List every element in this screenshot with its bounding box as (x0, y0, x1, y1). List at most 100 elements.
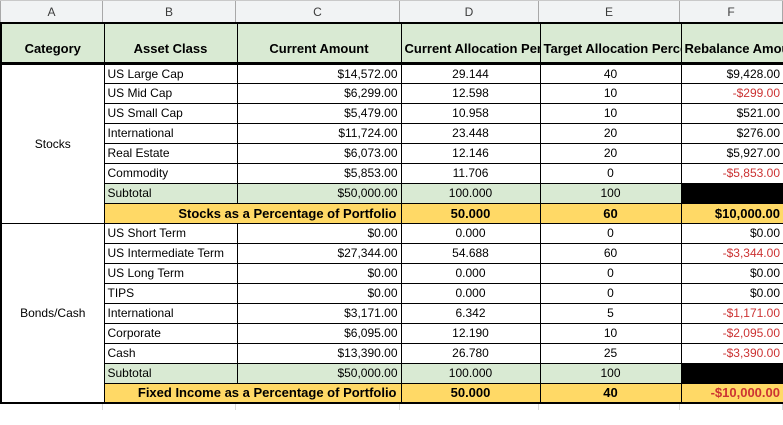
stocks-summary-row: Stocks as a Percentage of Portfolio 50.0… (1, 202, 783, 224)
target-allocation-cell[interactable]: 5 (539, 302, 682, 324)
current-allocation-cell[interactable]: 12.146 (400, 142, 541, 164)
asset-class-cell[interactable]: Cash (103, 342, 238, 364)
current-allocation-cell[interactable]: 0.000 (400, 282, 541, 304)
column-header-f[interactable]: F (680, 1, 783, 22)
column-header-d[interactable]: D (400, 1, 539, 22)
asset-class-cell[interactable]: US Large Cap (103, 62, 238, 84)
category-cell-stocks[interactable]: Stocks (0, 62, 105, 224)
target-allocation-cell[interactable]: 0 (539, 282, 682, 304)
current-amount-cell[interactable]: $0.00 (236, 282, 402, 304)
category-cell-bonds-cash[interactable]: Bonds/Cash (0, 222, 105, 404)
current-allocation-cell[interactable]: 0.000 (400, 222, 541, 244)
summary-current-allocation-cell[interactable]: 50.000 (400, 382, 541, 404)
table-row: Cash $13,390.00 26.780 25 -$3,390.00 (1, 342, 783, 364)
target-allocation-cell[interactable]: 60 (539, 242, 682, 264)
asset-class-cell[interactable]: International (103, 122, 238, 144)
target-allocation-cell[interactable]: 10 (539, 322, 682, 344)
summary-target-allocation-cell[interactable]: 40 (539, 382, 682, 404)
current-amount-cell[interactable]: $0.00 (236, 222, 402, 244)
blacked-out-cell[interactable] (680, 362, 783, 384)
asset-class-cell[interactable]: US Small Cap (103, 102, 238, 124)
current-amount-cell[interactable]: $3,171.00 (236, 302, 402, 324)
subtotal-target-allocation-cell[interactable]: 100 (539, 182, 682, 204)
current-allocation-cell[interactable]: 29.144 (400, 62, 541, 84)
column-header-e[interactable]: E (539, 1, 680, 22)
current-amount-cell[interactable]: $13,390.00 (236, 342, 402, 364)
rebalance-amount-cell[interactable]: $0.00 (680, 282, 783, 304)
current-allocation-cell[interactable]: 12.190 (400, 322, 541, 344)
subtotal-current-allocation-cell[interactable]: 100.000 (400, 362, 541, 384)
header-category[interactable]: Category (0, 22, 105, 65)
column-header-b[interactable]: B (103, 1, 236, 22)
subtotal-current-allocation-cell[interactable]: 100.000 (400, 182, 541, 204)
target-allocation-cell[interactable]: 10 (539, 102, 682, 124)
rebalance-amount-cell[interactable]: -$2,095.00 (680, 322, 783, 344)
current-amount-cell[interactable]: $5,479.00 (236, 102, 402, 124)
asset-class-cell[interactable]: US Mid Cap (103, 82, 238, 104)
subtotal-amount-cell[interactable]: $50,000.00 (236, 362, 402, 384)
fixed-income-percentage-label[interactable]: Fixed Income as a Percentage of Portfoli… (103, 382, 402, 404)
summary-rebalance-cell[interactable]: $10,000.00 (680, 202, 783, 224)
asset-class-cell[interactable]: Corporate (103, 322, 238, 344)
header-current-amount[interactable]: Current Amount (236, 22, 402, 65)
current-amount-cell[interactable]: $11,724.00 (236, 122, 402, 144)
target-allocation-cell[interactable]: 20 (539, 122, 682, 144)
asset-class-cell[interactable]: US Intermediate Term (103, 242, 238, 264)
subtotal-label-cell[interactable]: Subtotal (103, 362, 238, 384)
rebalance-amount-cell[interactable]: $521.00 (680, 102, 783, 124)
current-amount-cell[interactable]: $14,572.00 (236, 62, 402, 84)
rebalance-amount-cell[interactable]: $5,927.00 (680, 142, 783, 164)
stocks-percentage-label[interactable]: Stocks as a Percentage of Portfolio (103, 202, 402, 224)
target-allocation-cell[interactable]: 40 (539, 62, 682, 84)
subtotal-label-cell[interactable]: Subtotal (103, 182, 238, 204)
target-allocation-cell[interactable]: 10 (539, 82, 682, 104)
rebalance-amount-cell[interactable]: -$3,344.00 (680, 242, 783, 264)
current-allocation-cell[interactable]: 0.000 (400, 262, 541, 284)
summary-rebalance-cell[interactable]: -$10,000.00 (680, 382, 783, 404)
current-allocation-cell[interactable]: 11.706 (400, 162, 541, 184)
rebalance-amount-cell[interactable]: -$5,853.00 (680, 162, 783, 184)
column-header-a[interactable]: A (0, 1, 103, 22)
current-allocation-cell[interactable]: 12.598 (400, 82, 541, 104)
rebalance-amount-cell[interactable]: $9,428.00 (680, 62, 783, 84)
asset-class-cell[interactable]: International (103, 302, 238, 324)
current-amount-cell[interactable]: $6,095.00 (236, 322, 402, 344)
current-amount-cell[interactable]: $0.00 (236, 262, 402, 284)
current-allocation-cell[interactable]: 10.958 (400, 102, 541, 124)
header-current-allocation[interactable]: Current Allocation Percentage (400, 22, 541, 65)
column-header-c[interactable]: C (236, 1, 400, 22)
summary-target-allocation-cell[interactable]: 60 (539, 202, 682, 224)
rebalance-amount-cell[interactable]: -$299.00 (680, 82, 783, 104)
rebalance-amount-cell[interactable]: $0.00 (680, 262, 783, 284)
current-amount-cell[interactable]: $6,299.00 (236, 82, 402, 104)
target-allocation-cell[interactable]: 0 (539, 222, 682, 244)
subtotal-target-allocation-cell[interactable]: 100 (539, 362, 682, 384)
header-asset-class[interactable]: Asset Class (103, 22, 238, 65)
header-rebalance-amount[interactable]: Rebalance Amount (680, 22, 783, 65)
asset-class-cell[interactable]: US Short Term (103, 222, 238, 244)
asset-class-cell[interactable]: Real Estate (103, 142, 238, 164)
summary-current-allocation-cell[interactable]: 50.000 (400, 202, 541, 224)
rebalance-amount-cell[interactable]: $0.00 (680, 222, 783, 244)
target-allocation-cell[interactable]: 0 (539, 262, 682, 284)
current-allocation-cell[interactable]: 26.780 (400, 342, 541, 364)
current-allocation-cell[interactable]: 6.342 (400, 302, 541, 324)
asset-class-cell[interactable]: US Long Term (103, 262, 238, 284)
current-allocation-cell[interactable]: 23.448 (400, 122, 541, 144)
blacked-out-cell[interactable] (680, 182, 783, 204)
target-allocation-cell[interactable]: 25 (539, 342, 682, 364)
current-amount-cell[interactable]: $5,853.00 (236, 162, 402, 184)
target-allocation-cell[interactable]: 20 (539, 142, 682, 164)
target-allocation-cell[interactable]: 0 (539, 162, 682, 184)
header-target-allocation[interactable]: Target Allocation Percentage (539, 22, 682, 65)
rebalance-amount-cell[interactable]: $276.00 (680, 122, 783, 144)
current-allocation-cell[interactable]: 54.688 (400, 242, 541, 264)
asset-class-cell[interactable]: TIPS (103, 282, 238, 304)
asset-class-cell[interactable]: Commodity (103, 162, 238, 184)
current-amount-cell[interactable]: $6,073.00 (236, 142, 402, 164)
rebalance-amount-cell[interactable]: -$1,171.00 (680, 302, 783, 324)
rebalance-amount-cell[interactable]: -$3,390.00 (680, 342, 783, 364)
current-amount-cell[interactable]: $27,344.00 (236, 242, 402, 264)
subtotal-amount-cell[interactable]: $50,000.00 (236, 182, 402, 204)
